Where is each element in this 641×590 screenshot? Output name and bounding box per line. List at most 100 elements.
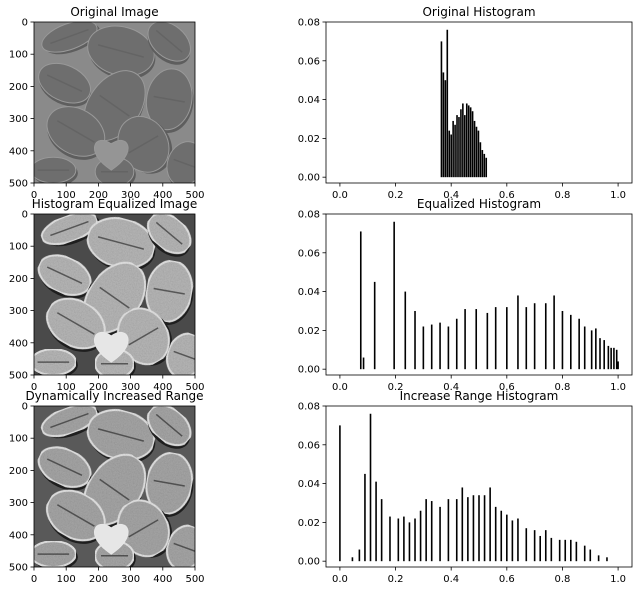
image-1-xtick-label: 100 (57, 190, 76, 201)
histogram-2-xtick-label: 0.8 (555, 382, 571, 393)
image-1-xtick-label: 500 (185, 190, 204, 201)
image-2-xtick-label: 200 (89, 382, 108, 393)
axes-frame (325, 213, 633, 376)
histogram-3-xtick-label: 0.4 (443, 574, 459, 585)
image-2-xtick-label: 300 (121, 382, 140, 393)
image-1-ytick-label: 300 (9, 114, 28, 125)
histogram-bar (456, 115, 458, 178)
histogram-bar (570, 314, 572, 370)
histogram-bar (419, 510, 422, 562)
histogram-bar (606, 557, 608, 562)
histogram-bar (448, 130, 451, 178)
histogram-bar (575, 541, 578, 562)
histogram-1-ytick-label: 0.02 (298, 134, 320, 145)
image-frame (33, 405, 196, 568)
image-2-ytick-label: 100 (9, 242, 28, 253)
histogram-bar (358, 549, 361, 562)
histogram-bar (369, 413, 372, 562)
histogram-bar (351, 557, 354, 562)
histogram-bar (607, 345, 610, 370)
histogram-bar (544, 303, 547, 370)
image-3-ytick-label: 200 (9, 466, 28, 477)
histogram-bar (375, 481, 377, 562)
histogram-bar (506, 514, 508, 562)
histogram-bar (455, 318, 458, 370)
histogram-bar (517, 518, 519, 562)
histogram-bar (544, 530, 547, 562)
histogram-bar (477, 130, 480, 178)
image-3-ytick-label: 500 (9, 563, 28, 574)
histogram-title-1: Original Histogram (422, 5, 535, 19)
histogram-bar (467, 105, 470, 178)
histogram-3-xtick-label: 0.2 (388, 574, 404, 585)
histogram-bar (583, 545, 586, 562)
histogram-bar (558, 539, 561, 562)
histogram-bar (469, 107, 472, 178)
histogram-bar (452, 120, 454, 178)
histogram-3-xtick-label: 0.6 (499, 574, 515, 585)
histogram-1-xtick-label: 1.0 (610, 190, 626, 201)
histogram-bar (561, 310, 564, 370)
histogram-2-xtick-label: 0.6 (499, 382, 515, 393)
image-1-ytick-label: 500 (9, 179, 28, 190)
histogram-bar (440, 41, 443, 178)
histogram-bar (473, 120, 476, 178)
histogram-3-ytick-label: 0.08 (298, 402, 320, 413)
histogram-bar (553, 295, 555, 370)
histogram-bar (570, 539, 572, 562)
histogram-bar (525, 307, 528, 370)
histogram-3-ytick-label: 0.04 (298, 479, 320, 490)
histogram-bar (475, 309, 478, 370)
histogram-bar (595, 328, 597, 370)
histogram-bar (380, 499, 383, 562)
histogram-2-ytick-label: 0.00 (298, 365, 320, 376)
histogram-1-ytick-label: 0.04 (298, 95, 320, 106)
image-2-ytick-label: 300 (9, 306, 28, 317)
histogram-bar (583, 326, 586, 370)
histogram-bar (533, 530, 536, 562)
image-1-xtick-label: 400 (153, 190, 172, 201)
histogram-1-xtick-label: 0.2 (388, 190, 404, 201)
image-panel-2: Histogram Equalized Image 0 100 200 300 400 50… (9, 197, 205, 393)
histogram-bar (511, 520, 514, 562)
histogram-bar (458, 117, 460, 178)
histogram-bar (464, 309, 466, 370)
image-2-ytick-label: 500 (9, 371, 28, 382)
histogram-bar (465, 103, 468, 178)
histogram-bar (489, 487, 491, 562)
image-3-xtick-label: 200 (89, 574, 108, 585)
histogram-3-xtick-label: 0.8 (555, 574, 571, 585)
histogram-panel-1: Original Histogram 0.0 0.2 0.4 0.6 0.8 1.0 0.00… (298, 5, 633, 201)
histogram-bar (617, 361, 619, 370)
histogram-bar (450, 134, 452, 178)
image-2-xtick-label: 100 (57, 382, 76, 393)
histogram-3-xtick-label: 1.0 (610, 574, 626, 585)
histogram-bar (414, 310, 416, 370)
histogram-2-xtick-label: 0.0 (332, 382, 348, 393)
histogram-bar (599, 338, 601, 370)
histogram-bar (494, 506, 497, 562)
histogram-bar (442, 72, 445, 178)
histogram-1-ytick-label: 0.00 (298, 173, 320, 184)
histogram-bar (446, 29, 449, 178)
histogram-bar (362, 357, 365, 370)
histogram-bar (425, 499, 427, 562)
histogram-bar (500, 510, 503, 562)
histogram-bar (430, 501, 433, 562)
histogram-2-xtick-label: 1.0 (610, 382, 626, 393)
histogram-title-2: Equalized Histogram (417, 197, 541, 211)
histogram-bar (589, 549, 592, 562)
histogram-bar (610, 347, 612, 370)
histogram-bar (485, 157, 488, 178)
image-3-xtick-label: 400 (153, 574, 172, 585)
histogram-3-ytick-label: 0.00 (298, 557, 320, 568)
histogram-1-xtick-label: 0.0 (332, 190, 348, 201)
histogram-bar (464, 115, 466, 178)
histogram-2-ytick-label: 0.02 (298, 326, 320, 337)
histogram-bar (444, 80, 447, 178)
histogram-bar (364, 473, 366, 562)
histogram-bar (460, 109, 462, 178)
image-1-xtick-label: 0 (31, 190, 37, 201)
histogram-bar (393, 221, 395, 370)
